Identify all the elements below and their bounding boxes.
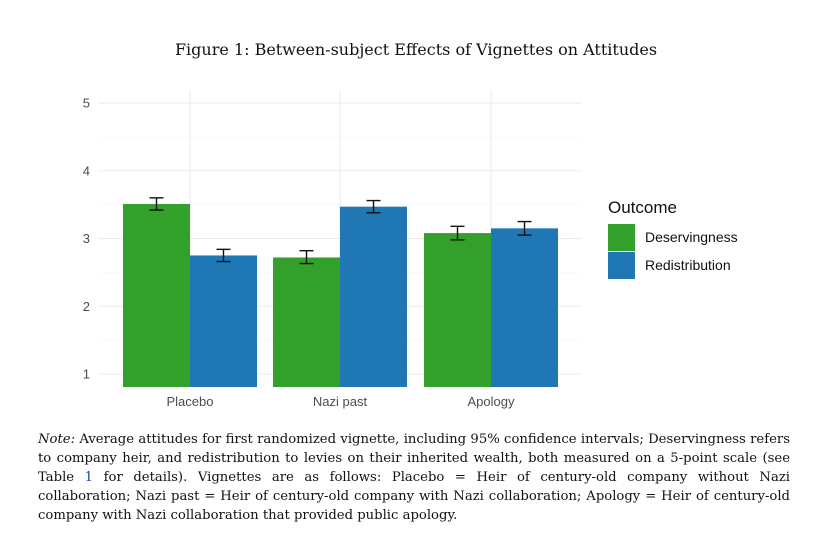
note-text-end: for details). Vignettes are as follows: …: [38, 470, 790, 523]
legend-label-deservingness: Deservingness: [645, 229, 738, 245]
bars-layer: [123, 203, 558, 387]
y-tick-label: 2: [83, 299, 90, 314]
x-tick-label: Nazi past: [313, 394, 368, 409]
bar-chart: 1 2 3 4 5 Placebo Nazi past Apology Outcome De…: [83, 90, 738, 409]
legend-title: Outcome: [608, 198, 677, 217]
bar-deservingness-nazi-past: [273, 257, 340, 387]
table-reference-link[interactable]: 1: [84, 470, 94, 485]
note-label: Note:: [38, 432, 76, 447]
x-tick-label: Apology: [468, 394, 515, 409]
figure-title: Figure 1: Between-subject Effects of Vig…: [174, 40, 658, 59]
error-bar: [450, 225, 465, 241]
bar-redistribution-apology: [491, 228, 558, 387]
bar-redistribution-placebo: [190, 255, 257, 387]
legend: Outcome Deservingness Redistribution: [608, 198, 738, 279]
legend-swatch-deservingness: [608, 224, 635, 251]
bar-redistribution-nazi-past: [340, 206, 407, 387]
bar-deservingness-placebo: [123, 203, 190, 387]
figure-note: Note: Average attitudes for first random…: [38, 430, 790, 525]
x-tick-label: Placebo: [167, 394, 214, 409]
note-text-start: Average attitudes for first randomized v…: [38, 432, 790, 485]
bar-deservingness-apology: [424, 233, 491, 387]
error-bar: [366, 199, 381, 214]
y-tick-label: 5: [83, 96, 90, 111]
error-bar: [216, 248, 231, 263]
error-bars-layer: [149, 197, 532, 265]
y-tick-label: 3: [83, 231, 90, 246]
error-bar: [299, 249, 314, 265]
y-tick-label: 1: [83, 367, 90, 382]
error-bar: [517, 220, 532, 236]
error-bar: [149, 197, 164, 211]
legend-label-redistribution: Redistribution: [645, 257, 731, 273]
y-axis-labels: 1 2 3 4 5: [83, 96, 90, 382]
x-axis-labels: Placebo Nazi past Apology: [167, 394, 515, 409]
legend-swatch-redistribution: [608, 252, 635, 279]
y-tick-label: 4: [83, 163, 90, 178]
